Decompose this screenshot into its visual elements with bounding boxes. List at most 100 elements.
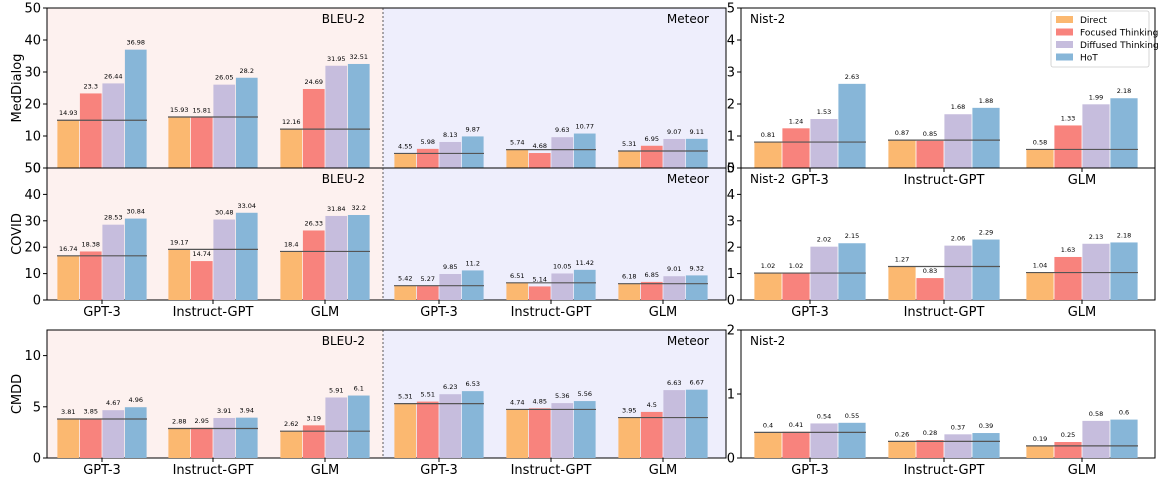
bleu-value-label: 5.91 [329, 386, 343, 394]
nist-bar [1054, 442, 1082, 458]
category-label: GLM [1068, 173, 1097, 188]
bleu-value-label: 26.05 [215, 74, 234, 82]
meteor-value-label: 6.63 [667, 379, 681, 387]
nist-value-label: 0.81 [761, 131, 775, 139]
meteor-value-label: 5.14 [533, 275, 547, 283]
meteor-bar [551, 137, 574, 168]
bleu-bar [57, 418, 80, 458]
bleu-value-label: 28.53 [104, 214, 123, 222]
left-ytick-label: 5 [33, 400, 41, 415]
nist-value-label: 1.99 [1089, 93, 1103, 101]
left-ytick-label: 0 [33, 294, 41, 309]
meteor-value-label: 5.31 [398, 393, 412, 401]
nist-bar [1054, 125, 1082, 168]
bleu-bar [302, 230, 325, 300]
bleu-value-label: 23.3 [84, 82, 98, 90]
nist-value-label: 2.29 [979, 229, 993, 237]
right-ytick-label: 2 [727, 324, 735, 339]
meteor-value-label: 9.01 [667, 265, 681, 273]
nist-bar [972, 433, 1000, 458]
left-ytick-label: 50 [24, 2, 41, 17]
left-ytick-label: 0 [33, 162, 41, 177]
category-label: Instruct-GPT [904, 305, 985, 320]
meteor-bar [528, 286, 551, 300]
nist-value-label: 0.28 [923, 429, 937, 437]
meteor-value-label: 9.11 [690, 128, 704, 136]
nist-bar [888, 266, 916, 300]
category-label: GPT-3 [83, 305, 121, 320]
meteor-value-label: 10.05 [553, 262, 572, 270]
bleu-value-label: 31.84 [327, 205, 346, 213]
bleu-bar [325, 215, 348, 300]
meteor-value-label: 5.74 [510, 139, 524, 147]
bleu-value-label: 36.98 [126, 39, 145, 47]
left-ytick-label: 10 [24, 267, 41, 282]
nist-bar [782, 431, 810, 458]
meteor-value-label: 4.5 [647, 401, 657, 409]
nist-bar [838, 243, 866, 300]
meteor-bar [439, 273, 462, 300]
nist-value-label: 0.85 [923, 130, 937, 138]
bleu-value-label: 18.38 [81, 240, 100, 248]
meteor-panel-label: Meteor [667, 172, 709, 186]
meteor-value-label: 5.51 [421, 391, 435, 399]
category-label: Instruct-GPT [511, 463, 592, 475]
bleu-bar [235, 77, 258, 168]
meteor-bar [618, 151, 641, 168]
nist-value-label: 0.54 [817, 412, 831, 420]
meteor-bar [528, 408, 551, 458]
nist-bar [1082, 420, 1110, 458]
meteor-bar [416, 148, 439, 168]
nist-bar [1110, 419, 1138, 458]
category-label: GLM [649, 305, 678, 320]
bleu-value-label: 2.62 [284, 420, 298, 428]
bleu-bar [79, 418, 102, 458]
meteor-bar [685, 389, 708, 458]
bleu-bar [213, 84, 236, 168]
meteor-value-label: 6.23 [443, 383, 457, 391]
bleu-value-label: 4.96 [129, 396, 143, 404]
meteor-bar [551, 273, 574, 300]
category-label: Instruct-GPT [511, 305, 592, 320]
nist-bar [972, 107, 1000, 168]
meteor-bar [685, 275, 708, 300]
legend: Direct Focused Thinking Diffused Thinking H… [1050, 10, 1159, 68]
meteor-value-label: 9.32 [690, 264, 704, 272]
bleu-bar [102, 83, 125, 168]
nist-value-label: 0.58 [1033, 138, 1047, 146]
right-ytick-label: 0 [727, 452, 735, 467]
right-ytick-label: 1 [727, 130, 735, 145]
meteor-bar [640, 145, 663, 168]
right-ytick-label: 5 [727, 2, 735, 17]
meteor-bar [663, 276, 686, 300]
nist-value-label: 1.02 [789, 262, 803, 270]
nist-value-label: 0.41 [789, 421, 803, 429]
nist-value-label: 0.55 [845, 412, 859, 420]
legend-swatch [1056, 53, 1073, 61]
meteor-bar [640, 281, 663, 300]
category-label: GPT-3 [791, 305, 829, 320]
nist-bar [810, 423, 838, 458]
nist-bar [1082, 104, 1110, 168]
bleu-value-label: 14.74 [192, 250, 211, 258]
bleu-bar [347, 63, 370, 168]
category-label: GLM [1068, 305, 1097, 320]
nist-value-label: 2.13 [1089, 233, 1103, 241]
left-ytick-label: 50 [24, 162, 41, 177]
bleu-value-label: 3.81 [61, 408, 75, 416]
meteor-value-label: 5.98 [421, 138, 435, 146]
legend-swatch [1056, 16, 1073, 23]
meteor-value-label: 9.87 [466, 125, 480, 133]
left-ytick-label: 40 [24, 188, 41, 203]
bleu-bar [213, 219, 236, 300]
bleu-bar [124, 407, 147, 458]
nist-bar [782, 273, 810, 300]
bleu-value-label: 14.93 [59, 109, 78, 117]
bleu-value-label: 16.74 [59, 245, 78, 253]
left-ytick-label: 10 [24, 349, 41, 364]
nist-panel-label: Nist-2 [750, 334, 785, 348]
nist-value-label: 2.02 [817, 236, 831, 244]
nist-bar [1026, 149, 1054, 168]
nist-bar [972, 239, 1000, 300]
